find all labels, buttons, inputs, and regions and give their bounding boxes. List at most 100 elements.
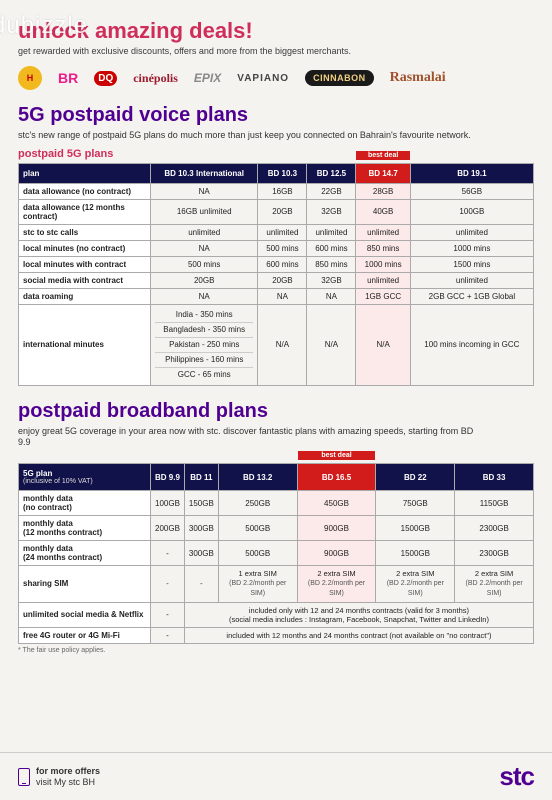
voice-col-header: BD 12.5 [307,163,356,183]
cell: 200GB [151,516,185,541]
phone-icon [18,768,30,786]
bb-col-header: BD 16.5 [297,464,376,491]
footer-left: for more offers visit My stc BH [18,766,100,788]
bb-col-header: BD 9.9 [151,464,185,491]
voice-section-title: 5G postpaid voice plans [18,104,534,127]
cell: 750GB [376,491,455,516]
brand-cinnabon: CINNABON [305,70,374,86]
cell: unlimited [356,224,410,240]
voice-col-header: BD 10.3 International [151,163,258,183]
brand-rasmalai: Rasmalai [390,70,446,86]
cell: 900GB [297,541,376,566]
cell: unlimited [151,224,258,240]
cell: 150GB [184,491,218,516]
table-row: monthly data (no contract)100GB150GB250G… [19,491,534,516]
cell: 100GB [410,199,533,224]
row-header: stc to stc calls [19,224,151,240]
row-header: monthly data (no contract) [19,491,151,516]
table-row: data allowance (12 months contract)16GB … [19,199,534,224]
brand-vapiano: VAPIANO [237,73,289,84]
brand-br-icon: BR [58,70,78,86]
cell: NA [151,183,258,199]
cell: 850 mins [307,256,356,272]
row-header: monthly data (12 months contract) [19,516,151,541]
cell: - [184,566,218,603]
row-header: international minutes [19,304,151,385]
watermark-text: dubizzle [0,12,88,40]
brand-cinepolis: cinépolis [133,71,178,86]
cell: N/A [258,304,307,385]
voice-col-header: plan [19,163,151,183]
row-header: sharing SIM [19,566,151,603]
cell: 500 mins [151,256,258,272]
cell: 20GB [258,272,307,288]
fair-use-note: * The fair use policy applies. [18,647,534,654]
cell: 2 extra SIM(BD 2.2/month per SIM) [455,566,534,603]
voice-plans-label: postpaid 5G plans [18,148,534,160]
cell: - [151,541,185,566]
cell: 2GB GCC + 1GB Global [410,288,533,304]
cell: 500GB [218,541,297,566]
row-header: free 4G router or 4G Mi-Fi [19,627,151,643]
cell: N/A [356,304,410,385]
cell: 16GB unlimited [151,199,258,224]
cell: 40GB [356,199,410,224]
brand-epix: EPIX [194,71,221,85]
cell: NA [151,288,258,304]
cell: - [151,627,185,643]
row-header: unlimited social media & Netflix [19,602,151,627]
cell: unlimited [307,224,356,240]
table-row: data allowance (no contract)NA16GB22GB28… [19,183,534,199]
table-row: local minutes with contract500 mins600 m… [19,256,534,272]
cell: 1500GB [376,516,455,541]
table-row: social media with contract20GB20GB32GBun… [19,272,534,288]
voice-col-header: BD 10.3 [258,163,307,183]
hero-subtitle: get rewarded with exclusive discounts, o… [18,46,534,56]
bb-col-header: BD 22 [376,464,455,491]
intl-list-cell: India - 350 minsBangladesh - 350 minsPak… [151,304,258,385]
cell: 20GB [258,199,307,224]
cell: unlimited [258,224,307,240]
cell: 1000 mins [410,240,533,256]
brand-hardees-icon: H [18,66,42,90]
row-header: social media with contract [19,272,151,288]
bb-col-header: BD 33 [455,464,534,491]
row-header: data allowance (12 months contract) [19,199,151,224]
bb-col-header: BD 11 [184,464,218,491]
cell: 1500 mins [410,256,533,272]
row-header: data allowance (no contract) [19,183,151,199]
voice-section-subtitle: stc's new range of postpaid 5G plans do … [18,130,478,142]
voice-col-header: BD 19.1 [410,163,533,183]
cell: 16GB [258,183,307,199]
footer-text: for more offers visit My stc BH [36,766,100,788]
stc-logo: stc [499,761,534,792]
cell: - [151,566,185,603]
table-row: free 4G router or 4G Mi-Fi-included with… [19,627,534,643]
cell: 2300GB [455,541,534,566]
row-header: local minutes (no contract) [19,240,151,256]
footer-line1: for more offers [36,766,100,776]
cell: 1000 mins [356,256,410,272]
bb-col-header: BD 13.2 [218,464,297,491]
cell: 20GB [151,272,258,288]
cell-span: included only with 12 and 24 months cont… [184,602,533,627]
voice-table-wrap: planBD 10.3 InternationalBD 10.3BD 12.5B… [18,163,534,386]
voice-col-header: BD 14.7 [356,163,410,183]
cell: 28GB [356,183,410,199]
cell: 450GB [297,491,376,516]
cell: 32GB [307,272,356,288]
cell: 600 mins [258,256,307,272]
cell: 250GB [218,491,297,516]
voice-plans-table: planBD 10.3 InternationalBD 10.3BD 12.5B… [18,163,534,386]
brand-row: H BR DQ cinépolis EPIX VAPIANO CINNABON … [18,66,534,90]
page-content: unlock amazing deals! get rewarded with … [0,0,552,654]
cell: NA [151,240,258,256]
cell: - [151,602,185,627]
cell: N/A [307,304,356,385]
cell: NA [258,288,307,304]
cell: 2 extra SIM(BD 2.2/month per SIM) [297,566,376,603]
cell: 900GB [297,516,376,541]
broadband-plans-table: 5G plan(inclusive of 10% VAT)BD 9.9BD 11… [18,463,534,644]
cell: 1GB GCC [356,288,410,304]
table-row: unlimited social media & Netflix-include… [19,602,534,627]
